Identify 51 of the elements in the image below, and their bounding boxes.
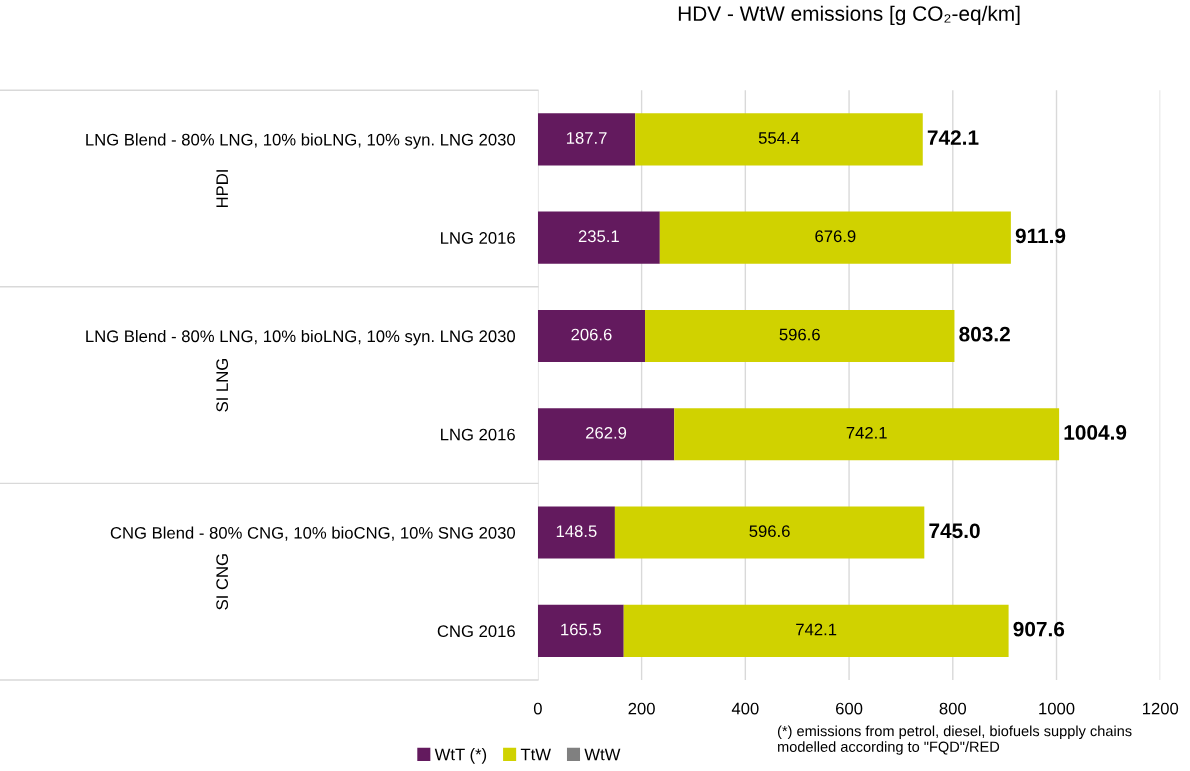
x-tick-label: 200 bbox=[628, 702, 655, 715]
bar bbox=[537, 309, 646, 363]
total-label: 742.1 bbox=[927, 130, 979, 145]
x-tick-label: 600 bbox=[836, 702, 863, 715]
bar bbox=[674, 408, 1060, 461]
bar bbox=[659, 211, 1011, 264]
data-label: 235.1 bbox=[578, 230, 619, 243]
bar bbox=[537, 211, 660, 264]
bar bbox=[537, 113, 636, 166]
data-label: 165.5 bbox=[561, 623, 601, 636]
y-tick-label: CNG Blend - 80% CNG, 10% bioCNG, 10% SNG 2030 bbox=[110, 526, 516, 541]
bar bbox=[635, 113, 923, 166]
data-label: 554.4 bbox=[758, 132, 800, 144]
text: SI LNG bbox=[216, 359, 229, 412]
data-label: 148.5 bbox=[556, 525, 597, 538]
chart-title: HDV - WtW emissions [g CO₂-eq/km] bbox=[678, 5, 1020, 26]
total-label: 745.0 bbox=[929, 523, 980, 539]
data-label: 596.6 bbox=[749, 525, 790, 538]
data-label: 206.6 bbox=[571, 328, 612, 341]
data-label: 262.9 bbox=[586, 426, 627, 439]
y-tick-label: CNG 2016 bbox=[437, 625, 515, 638]
data-label: 676.9 bbox=[815, 230, 856, 243]
x-tick-label: 0 bbox=[533, 702, 542, 715]
x-tick-label: 400 bbox=[731, 702, 759, 715]
text: HPDI bbox=[216, 170, 228, 208]
legend-label: TtW bbox=[520, 748, 551, 761]
total-label: 911.9 bbox=[1015, 228, 1066, 244]
bar bbox=[537, 506, 615, 559]
y-tick-label: LNG Blend - 80% LNG, 10% bioLNG, 10% syn. LNG 2030 bbox=[86, 329, 516, 346]
data-label: 742.1 bbox=[796, 623, 837, 636]
y-tick-label: LNG 2016 bbox=[441, 232, 515, 244]
bar bbox=[537, 604, 624, 657]
y-tick-label: LNG Blend - 80% LNG, 10% bioLNG, 10% syn. LNG 2030 bbox=[86, 133, 516, 149]
x-tick-label: 800 bbox=[939, 702, 967, 715]
legend-label: WtT (*) bbox=[434, 748, 487, 764]
bar bbox=[614, 506, 925, 559]
data-label: 596.6 bbox=[779, 328, 820, 341]
legend-label: WtW bbox=[584, 748, 621, 761]
bar bbox=[537, 408, 675, 461]
bar bbox=[645, 309, 955, 363]
y-tick-label: LNG 2016 bbox=[441, 428, 515, 441]
x-tick-label: 1200 bbox=[1142, 702, 1179, 715]
text: SI CNG bbox=[216, 554, 229, 610]
total-label: 803.2 bbox=[959, 326, 1010, 342]
data-label: 187.7 bbox=[566, 132, 607, 144]
bar bbox=[623, 604, 1009, 657]
data-label: 742.1 bbox=[846, 426, 887, 439]
total-label: 1004.9 bbox=[1064, 425, 1127, 440]
x-tick-label: 1000 bbox=[1039, 702, 1075, 715]
text: (*) emissions from petrol, diesel, biofuels supply chains modelled according to "FQD"/RED bbox=[777, 725, 1132, 755]
total-label: 907.6 bbox=[1013, 621, 1065, 637]
